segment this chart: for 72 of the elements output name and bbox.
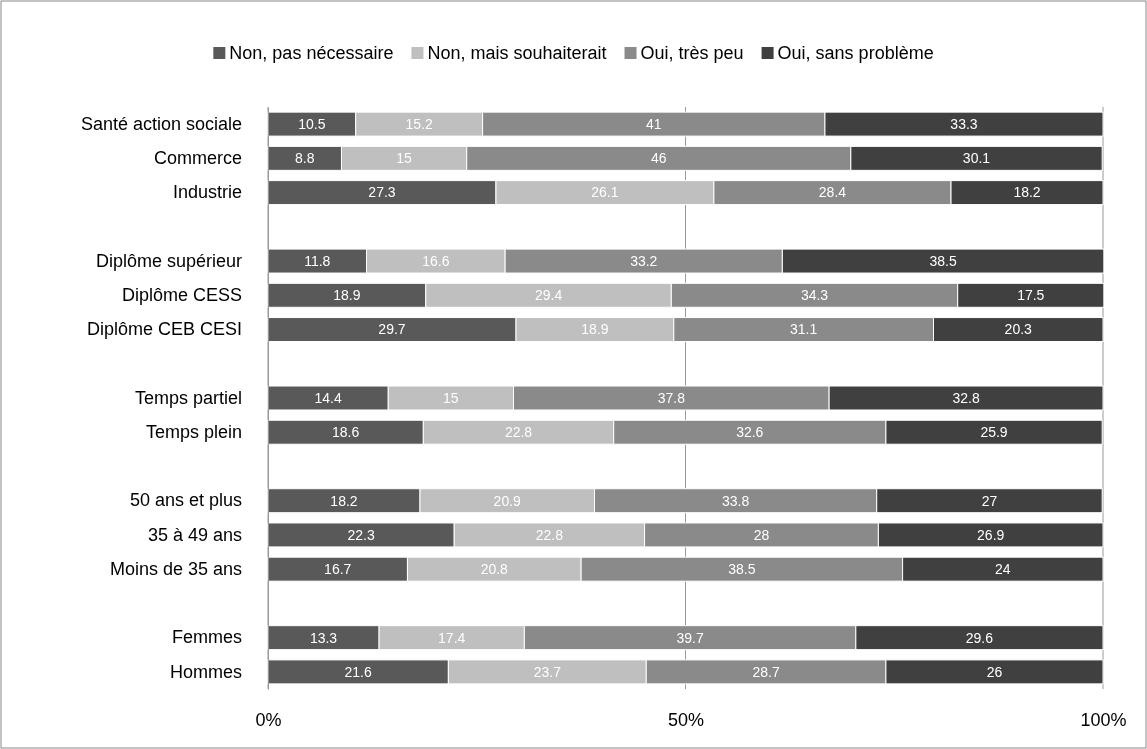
data-label: 8.8 — [295, 150, 315, 167]
y-tick-label: Diplôme supérieur — [95, 250, 242, 271]
data-label: 22.3 — [347, 526, 375, 543]
data-label: 38.5 — [728, 561, 756, 578]
data-label: 29.4 — [534, 287, 563, 304]
data-label: 37.8 — [657, 389, 686, 406]
data-label: 34.3 — [800, 287, 829, 304]
x-tick-label: 50% — [667, 709, 705, 730]
data-label: 14.4 — [314, 389, 342, 406]
data-label: 20.9 — [493, 492, 522, 509]
data-label: 38.5 — [929, 252, 957, 269]
data-label: 32.8 — [952, 389, 980, 406]
data-label: 22.8 — [535, 526, 564, 543]
data-label: 33.3 — [950, 116, 978, 133]
data-label: 16.6 — [422, 252, 450, 269]
x-tick-label: 100% — [1080, 709, 1127, 730]
y-tick-label: Commerce — [153, 148, 242, 169]
data-label: 18.2 — [1013, 184, 1041, 201]
y-tick-label: Santé action sociale — [80, 113, 242, 134]
y-tick-label: Hommes — [169, 661, 242, 682]
data-label: 29.7 — [378, 321, 406, 338]
data-label: 16.7 — [324, 561, 352, 578]
data-label: 29.6 — [965, 629, 994, 646]
data-label: 28.4 — [818, 184, 847, 201]
y-tick-label: Temps partiel — [134, 387, 242, 408]
legend-label: Oui, très peu — [640, 43, 744, 64]
data-label: 31.1 — [790, 321, 818, 338]
data-label: 26.9 — [977, 526, 1005, 543]
data-label: 11.8 — [304, 252, 331, 269]
data-label: 26.1 — [591, 184, 619, 201]
y-tick-label: 35 à 49 ans — [147, 524, 242, 545]
data-label: 20.8 — [480, 561, 509, 578]
data-label: 18.9 — [333, 287, 361, 304]
data-label: 17.4 — [438, 629, 466, 646]
legend-label: Non, pas nécessaire — [229, 43, 394, 64]
data-label: 28.7 — [752, 663, 780, 680]
data-label: 18.2 — [330, 492, 358, 509]
data-label: 18.6 — [332, 424, 360, 441]
y-tick-label: Femmes — [171, 627, 242, 648]
data-label: 27.3 — [368, 184, 396, 201]
legend-label: Oui, sans problème — [777, 43, 934, 64]
data-label: 26 — [986, 663, 1003, 680]
data-label: 24 — [995, 561, 1011, 578]
data-label: 27 — [981, 492, 998, 509]
data-label: 17.5 — [1017, 287, 1045, 304]
data-label: 46 — [650, 150, 667, 167]
data-label: 15.2 — [405, 116, 433, 133]
data-label: 25.9 — [980, 424, 1008, 441]
data-label: 20.3 — [1004, 321, 1033, 338]
data-label: 22.8 — [504, 424, 533, 441]
data-label: 18.9 — [581, 321, 609, 338]
x-tick-label: 0% — [255, 709, 282, 730]
data-label: 32.6 — [736, 424, 764, 441]
data-label: 10.5 — [298, 116, 326, 133]
y-tick-label: Diplôme CESS — [121, 285, 242, 306]
data-label: 33.8 — [721, 492, 750, 509]
y-tick-label: Moins de 35 ans — [109, 558, 242, 579]
data-label: 30.1 — [962, 150, 991, 167]
data-label: 13.3 — [309, 629, 338, 646]
data-label: 15 — [396, 150, 413, 167]
data-label: 39.7 — [676, 629, 704, 646]
y-tick-label: Temps plein — [145, 422, 242, 442]
data-label: 41 — [645, 116, 662, 133]
y-tick-label: Industrie — [172, 182, 242, 203]
data-label: 33.2 — [630, 252, 658, 269]
data-label: 28 — [753, 526, 770, 543]
data-label: 21.6 — [344, 663, 373, 680]
y-tick-label: 50 ans et plus — [129, 490, 242, 511]
data-label: 15 — [443, 389, 459, 406]
y-tick-label: Diplôme CEB CESI — [86, 319, 242, 340]
data-label: 23.7 — [533, 663, 562, 680]
legend-label: Non, mais souhaiterait — [427, 43, 607, 64]
